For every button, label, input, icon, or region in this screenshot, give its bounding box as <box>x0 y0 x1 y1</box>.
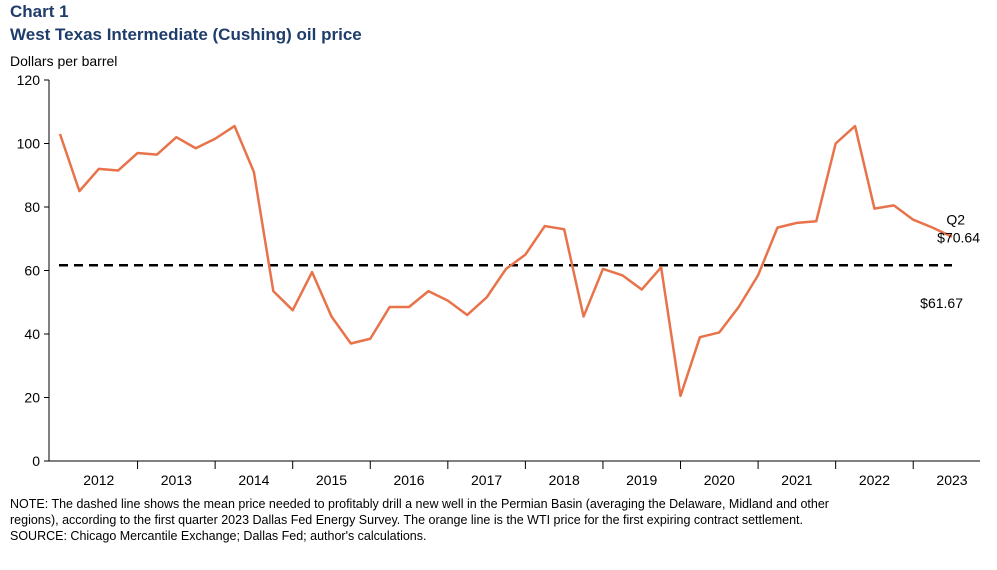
data-label: $70.64 <box>937 230 980 246</box>
x-tick-label: 2018 <box>549 472 580 488</box>
x-tick-label: 2014 <box>238 472 269 488</box>
x-tick-label: 2022 <box>859 472 890 488</box>
x-tick-label: 2012 <box>83 472 114 488</box>
note: SOURCE: Chicago Mercantile Exchange; Dal… <box>10 529 426 543</box>
y-tick-label: 80 <box>24 199 40 215</box>
chart-subtitle: West Texas Intermediate (Cushing) oil pr… <box>10 25 362 44</box>
y-tick-label: 40 <box>24 326 40 342</box>
y-axis-label: Dollars per barrel <box>10 53 117 69</box>
x-tick-label: 2016 <box>393 472 424 488</box>
y-tick-label: 120 <box>17 72 41 88</box>
chart-title: Chart 1 <box>10 2 69 21</box>
note: regions), according to the first quarter… <box>10 513 803 527</box>
x-tick-label: 2015 <box>316 472 347 488</box>
y-tick-label: 20 <box>24 390 40 406</box>
line <box>58 124 953 398</box>
y-tick-label: 60 <box>24 263 40 279</box>
x-tick-label: 2020 <box>704 472 735 488</box>
y-tick-label: 0 <box>32 453 40 469</box>
x-tick-label: 2013 <box>161 472 192 488</box>
reference-label: $61.67 <box>920 295 963 311</box>
note: NOTE: The dashed line shows the mean pri… <box>10 497 829 511</box>
y-tick-label: 100 <box>17 136 41 152</box>
x-tick-label: 2021 <box>781 472 812 488</box>
x-tick-label: 2019 <box>626 472 657 488</box>
end-annotation: Q2 <box>946 212 965 228</box>
x-tick-label: 2017 <box>471 472 502 488</box>
x-tick-label: 2023 <box>936 472 967 488</box>
